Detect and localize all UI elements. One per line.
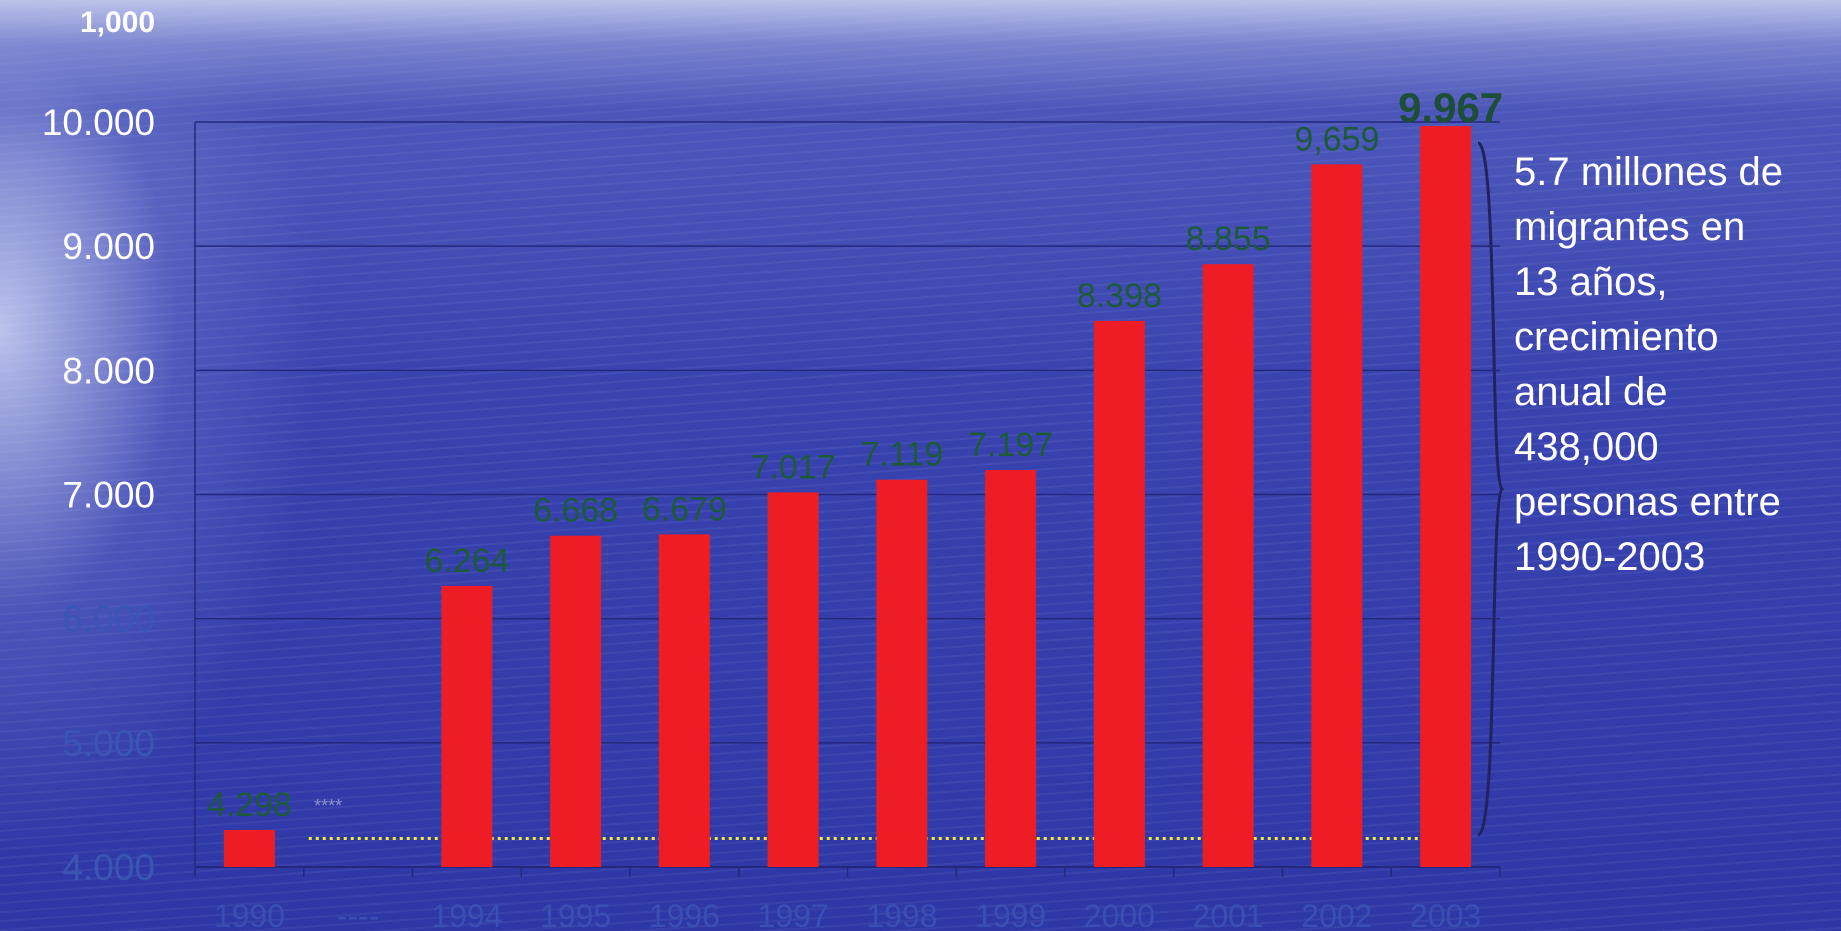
- y-tick-label: 4.000: [62, 847, 155, 888]
- bar-value-label: 8.855: [1186, 220, 1271, 258]
- bar: [876, 479, 928, 867]
- bar: [550, 535, 602, 867]
- bar: [1420, 126, 1472, 867]
- y-tick-label: 10.000: [42, 102, 155, 143]
- bar: [1202, 264, 1254, 867]
- bar: [767, 492, 819, 867]
- bar-value-label: 7.017: [751, 448, 836, 486]
- annotation-line: crecimiento: [1514, 315, 1719, 359]
- bar-value-label: 7.119: [861, 436, 944, 474]
- x-tick-label: 1996: [649, 898, 720, 931]
- annotation-line: 1990-2003: [1514, 535, 1706, 579]
- x-tick-label: 1994: [431, 898, 502, 931]
- x-tick-label: ----: [337, 898, 380, 931]
- bar: [441, 585, 493, 867]
- break-marker: ****: [314, 796, 342, 816]
- x-tick-label: 2003: [1410, 898, 1481, 931]
- bar: [985, 470, 1037, 867]
- bar-value-label: 7.197: [968, 426, 1053, 464]
- annotation-line: migrantes en: [1514, 205, 1746, 249]
- y-tick-label: 8.000: [62, 350, 155, 391]
- x-tick-label: 1990: [214, 898, 285, 931]
- y-axis-unit-label: 1,000: [80, 6, 156, 39]
- brace-icon: [1476, 141, 1505, 837]
- x-tick-label: 1998: [866, 898, 937, 931]
- annotation-text: 5.7 millones de migrantes en 13 años, cr…: [1514, 145, 1839, 585]
- annotation-line: 5.7 millones de: [1514, 150, 1784, 194]
- x-tick-label: 2001: [1193, 898, 1264, 931]
- x-tick-label: 1997: [758, 898, 829, 931]
- annotation-line: 13 años,: [1514, 260, 1668, 304]
- bar-value-label: 9.967: [1398, 84, 1503, 131]
- x-tick-label: 2002: [1301, 898, 1372, 931]
- bar: [1093, 320, 1145, 867]
- y-tick-label: 6.000: [62, 599, 155, 640]
- bar-value-label: 4.298: [207, 786, 292, 824]
- x-tick-label: 2000: [1084, 898, 1155, 931]
- bar-value-label: 6.679: [642, 490, 727, 528]
- bar: [658, 534, 710, 867]
- y-tick-label: 7.000: [62, 475, 155, 516]
- bar-value-label: 9,659: [1294, 120, 1379, 158]
- bar-value-label: 6.668: [533, 492, 618, 530]
- bar-value-label: 6.264: [424, 542, 509, 580]
- bar-value-label: 8.398: [1077, 277, 1162, 315]
- x-tick-label: 1995: [540, 898, 611, 931]
- annotation-line: personas entre: [1514, 480, 1781, 524]
- y-tick-label: 5.000: [62, 723, 155, 764]
- annotation-line: anual de: [1514, 370, 1668, 414]
- annotation-line: 438,000: [1514, 425, 1659, 469]
- y-tick-label: 9.000: [62, 226, 155, 267]
- bar: [223, 829, 275, 867]
- bar: [1311, 164, 1363, 868]
- x-tick-label: 1999: [975, 898, 1046, 931]
